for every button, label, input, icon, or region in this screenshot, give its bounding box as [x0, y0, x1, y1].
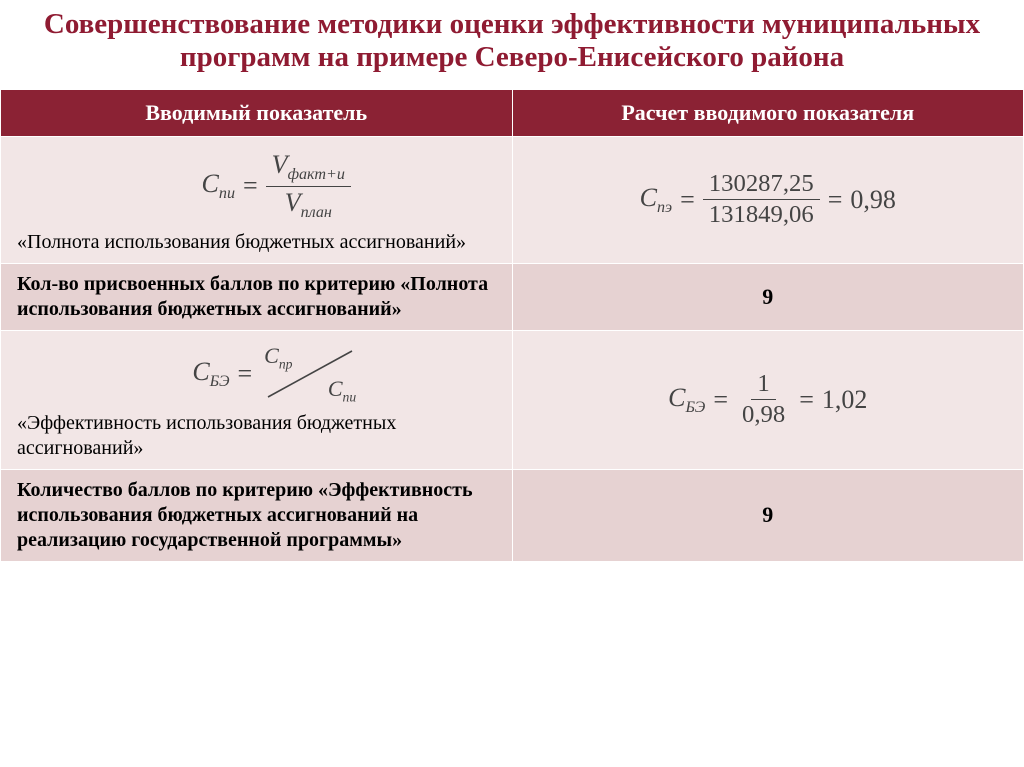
indicator-cell: Cпи = Vфакт+и Vплан «Полнота использован…: [1, 136, 513, 263]
header-indicator: Вводимый показатель: [1, 89, 513, 136]
score-label-cell: Количество баллов по критерию «Эффективн…: [1, 469, 513, 561]
formula-cpi: Cпи = Vфакт+и Vплан: [202, 151, 351, 222]
header-calculation: Расчет вводимого показателя: [512, 89, 1024, 136]
indicator-caption: «Полнота использования бюджетных ассигно…: [17, 230, 466, 255]
table-row: Cпи = Vфакт+и Vплан «Полнота использован…: [1, 136, 1024, 263]
table-row: CБЭ = Cnp Cпи «Эффективность использо: [1, 330, 1024, 469]
score-value-cell: 9: [512, 469, 1024, 561]
table-row: Количество баллов по критерию «Эффективн…: [1, 469, 1024, 561]
page-title: Совершенствование методики оценки эффект…: [0, 0, 1024, 89]
score-label-cell: Кол-во присвоенных баллов по критерию «П…: [1, 263, 513, 330]
table-row: Кол-во присвоенных баллов по критерию «П…: [1, 263, 1024, 330]
formula-cbe: CБЭ = Cnp Cпи: [192, 345, 360, 403]
formula-cbe-calc: CБЭ = 1 0,98 = 1,02: [668, 371, 867, 428]
diagonal-fraction: Cnp Cпи: [260, 345, 360, 403]
indicators-table: Вводимый показатель Расчет вводимого пок…: [0, 89, 1024, 562]
calculation-cell: Cпэ = 130287,25 131849,06 = 0,98: [512, 136, 1024, 263]
score-value-cell: 9: [512, 263, 1024, 330]
indicator-caption: «Эффективность использования бюджетных а…: [17, 411, 496, 461]
indicator-cell: CБЭ = Cnp Cпи «Эффективность использо: [1, 330, 513, 469]
table-header-row: Вводимый показатель Расчет вводимого пок…: [1, 89, 1024, 136]
calculation-cell: CБЭ = 1 0,98 = 1,02: [512, 330, 1024, 469]
formula-cpe-calc: Cпэ = 130287,25 131849,06 = 0,98: [640, 171, 896, 228]
